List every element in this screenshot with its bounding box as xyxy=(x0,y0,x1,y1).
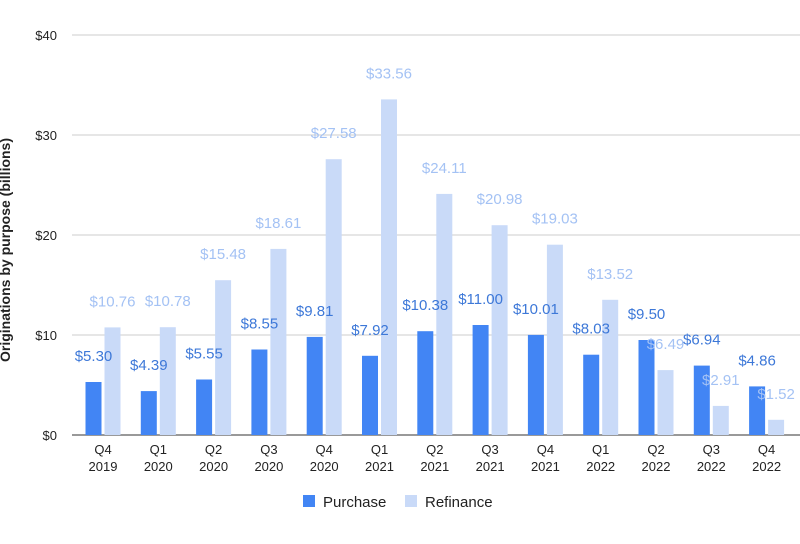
x-tick-label-quarter: Q1 xyxy=(592,442,609,457)
x-tick-label-year: 2021 xyxy=(476,459,505,474)
data-label-purchase: $7.92 xyxy=(351,322,389,339)
gridlines xyxy=(72,34,800,436)
x-tick-label-quarter: Q4 xyxy=(537,442,554,457)
x-tick-label-year: 2022 xyxy=(752,459,781,474)
data-label-purchase: $5.55 xyxy=(185,346,223,363)
data-label-purchase: $4.39 xyxy=(130,357,168,374)
data-label-refinance: $6.49 xyxy=(647,336,685,353)
data-label-refinance: $1.52 xyxy=(757,386,795,403)
bar-refinance xyxy=(215,280,232,435)
bar-purchase xyxy=(749,386,766,435)
y-tick-label: $40 xyxy=(35,28,57,43)
bar-purchase xyxy=(472,325,489,435)
x-tick-label-year: 2022 xyxy=(697,459,726,474)
x-tick-label-quarter: Q2 xyxy=(647,442,664,457)
x-tick-label-quarter: Q2 xyxy=(205,442,222,457)
bar-refinance xyxy=(712,405,729,435)
legend-swatch-refinance xyxy=(405,495,417,507)
x-tick-label-year: 2020 xyxy=(254,459,283,474)
x-tick-label-year: 2021 xyxy=(531,459,560,474)
bar-purchase xyxy=(196,379,213,435)
bar-purchase xyxy=(306,336,323,435)
bar-purchase xyxy=(251,349,268,435)
bar-refinance xyxy=(546,244,563,435)
y-tick-label: $0 xyxy=(43,428,57,443)
x-tick-label-quarter: Q4 xyxy=(316,442,333,457)
data-label-refinance: $10.78 xyxy=(145,293,191,310)
legend-label-purchase: Purchase xyxy=(323,494,386,511)
x-tick-label-quarter: Q4 xyxy=(758,442,775,457)
data-label-purchase: $5.30 xyxy=(75,348,113,365)
x-tick-label-year: 2022 xyxy=(642,459,671,474)
data-label-purchase: $4.86 xyxy=(738,352,776,369)
y-axis-ticks: $0 $10 $20 $30 $40 xyxy=(35,28,57,443)
data-label-refinance: $33.56 xyxy=(366,65,412,82)
bar-refinance xyxy=(602,299,619,435)
x-tick-label-quarter: Q4 xyxy=(94,442,111,457)
x-tick-label-quarter: Q2 xyxy=(426,442,443,457)
x-tick-label-year: 2022 xyxy=(586,459,615,474)
x-tick-label-quarter: Q1 xyxy=(150,442,167,457)
legend-label-refinance: Refinance xyxy=(425,494,493,511)
data-label-refinance: $19.03 xyxy=(532,211,578,228)
data-label-refinance: $13.52 xyxy=(587,266,633,283)
y-tick-label: $30 xyxy=(35,128,57,143)
data-labels: $5.30 $10.76 $4.39 $10.78 $5.55 $15.48 $8.55 $1… xyxy=(75,65,795,402)
bar-purchase xyxy=(693,365,710,435)
data-label-refinance: $27.58 xyxy=(311,125,357,142)
legend: Purchase Refinance xyxy=(303,494,493,511)
y-tick-label: $10 xyxy=(35,328,57,343)
x-tick-label-year: 2020 xyxy=(199,459,228,474)
data-label-purchase: $9.81 xyxy=(296,303,334,320)
bar-refinance xyxy=(436,193,453,435)
bar-purchase xyxy=(417,331,434,435)
bar-refinance xyxy=(657,370,674,435)
y-axis-title: Originations by purpose (billions) xyxy=(0,138,13,362)
x-tick-label-year: 2019 xyxy=(89,459,118,474)
x-tick-label-year: 2020 xyxy=(310,459,339,474)
data-label-purchase: $8.55 xyxy=(241,316,279,333)
bar-refinance xyxy=(325,159,342,435)
data-label-purchase: $10.01 xyxy=(513,301,559,318)
bar-purchase xyxy=(638,340,655,435)
data-label-refinance: $20.98 xyxy=(477,191,523,208)
x-tick-label-quarter: Q3 xyxy=(260,442,277,457)
bar-purchase xyxy=(85,382,102,435)
bar-refinance xyxy=(159,327,176,435)
bar-purchase xyxy=(583,354,600,435)
bar-purchase xyxy=(140,391,157,435)
x-tick-label-year: 2021 xyxy=(420,459,449,474)
bars xyxy=(85,99,785,436)
x-tick-label-year: 2021 xyxy=(365,459,394,474)
x-tick-label-year: 2020 xyxy=(144,459,173,474)
data-label-purchase: $8.03 xyxy=(572,321,610,338)
x-tick-label-quarter: Q3 xyxy=(703,442,720,457)
y-tick-label: $20 xyxy=(35,228,57,243)
data-label-purchase: $9.50 xyxy=(628,306,666,323)
bar-refinance xyxy=(381,99,397,436)
bar-refinance xyxy=(104,327,121,435)
bar-refinance xyxy=(491,225,508,435)
x-axis-ticks: Q4 2019 Q1 2020 Q2 2020 Q3 2020 Q4 2020 Q1 2021 Q2 20… xyxy=(89,442,782,474)
bar-purchase xyxy=(362,355,378,435)
bar-refinance xyxy=(768,419,785,435)
data-label-purchase: $6.94 xyxy=(683,332,721,349)
data-label-purchase: $11.00 xyxy=(458,291,503,308)
data-label-refinance: $10.76 xyxy=(90,293,136,310)
legend-swatch-purchase xyxy=(303,495,315,507)
data-label-refinance: $18.61 xyxy=(255,215,301,232)
x-tick-label-quarter: Q1 xyxy=(371,442,388,457)
bar-refinance xyxy=(270,248,287,435)
data-label-purchase: $10.38 xyxy=(402,297,448,314)
data-label-refinance: $24.11 xyxy=(422,160,467,177)
data-label-refinance: $15.48 xyxy=(200,246,246,263)
x-tick-label-quarter: Q3 xyxy=(481,442,498,457)
data-label-refinance: $2.91 xyxy=(702,372,740,389)
bar-purchase xyxy=(527,334,544,435)
